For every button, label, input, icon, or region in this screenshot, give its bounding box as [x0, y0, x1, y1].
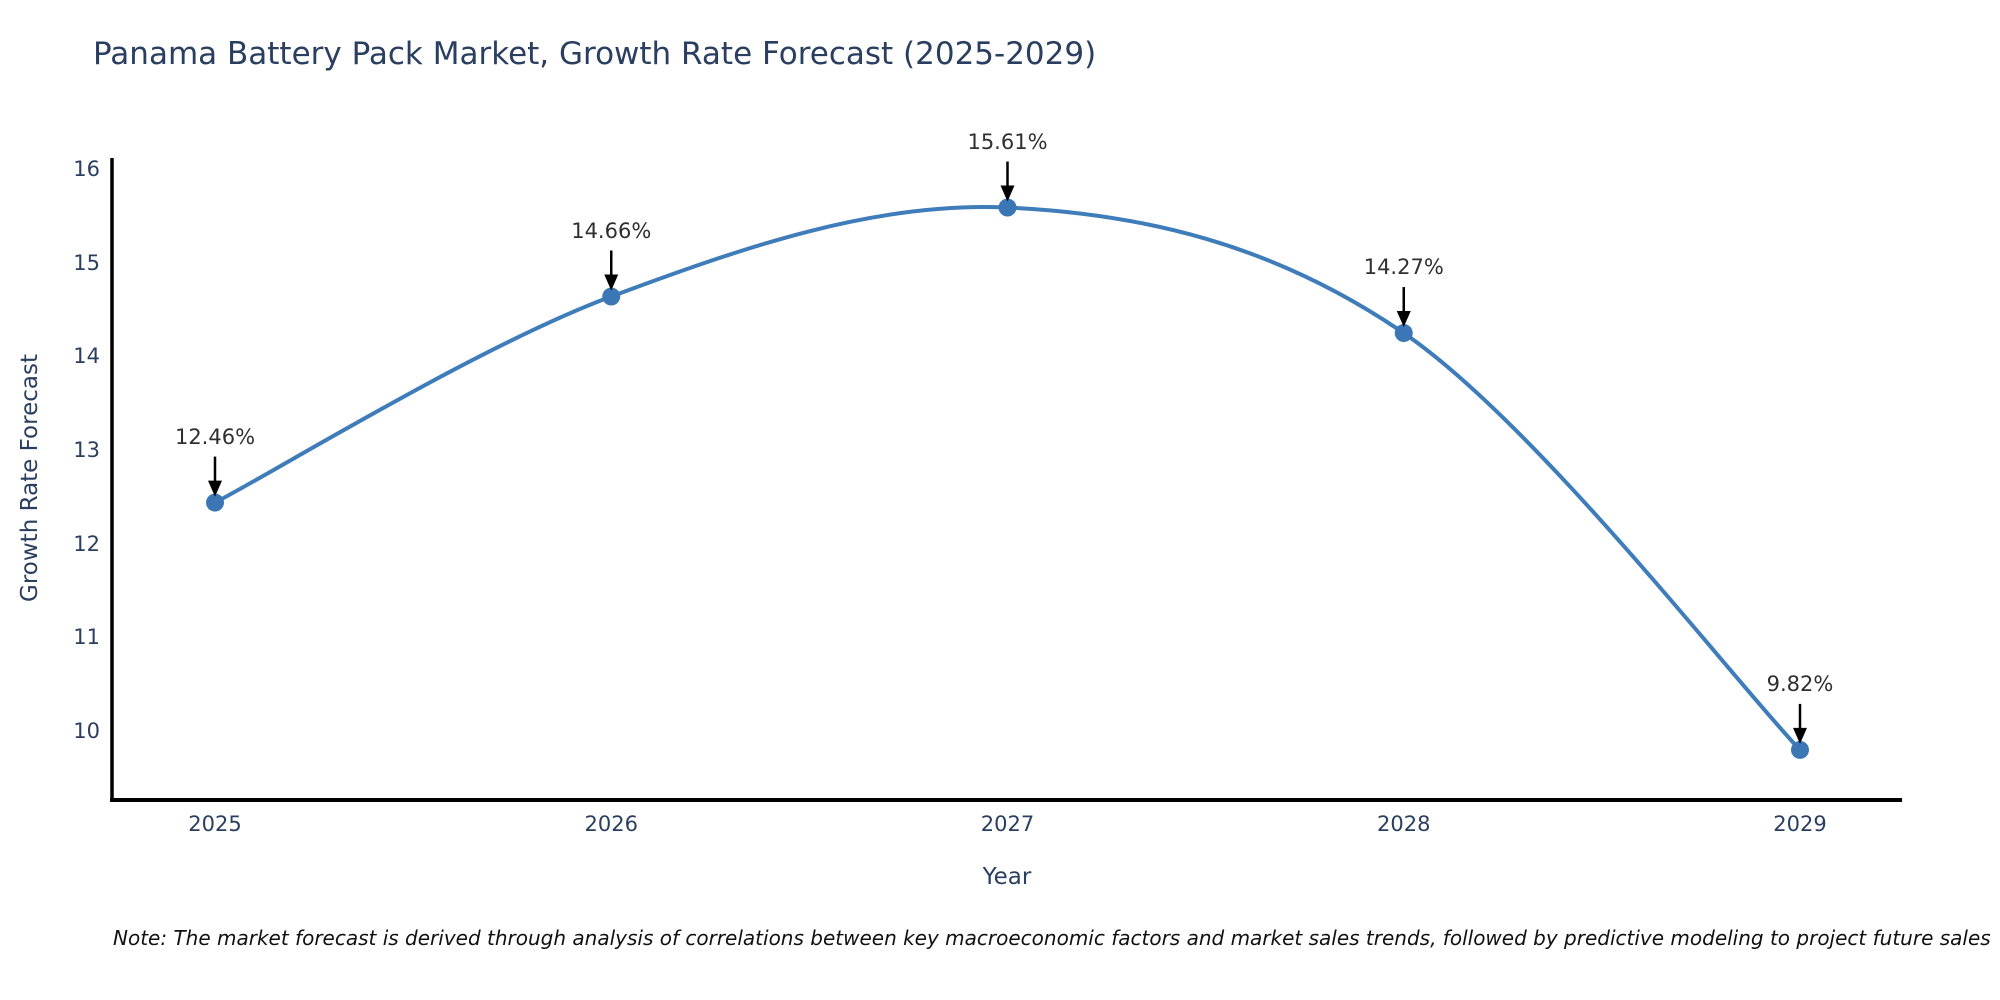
y-tick-label: 15: [73, 250, 100, 275]
annotation-arrowhead-icon: [208, 480, 222, 497]
data-point-marker: [1791, 740, 1809, 759]
data-point-marker: [998, 198, 1017, 217]
annotation-arrowhead-icon: [604, 274, 619, 291]
point-annotation: 14.66%: [571, 218, 652, 243]
y-tick-label: 13: [73, 438, 100, 462]
annotation-arrowhead-icon: [1396, 311, 1411, 328]
annotation-arrowhead-icon: [1793, 727, 1807, 744]
data-point-marker: [206, 493, 224, 512]
y-tick-label: 10: [73, 719, 100, 744]
point-annotation: 12.46%: [174, 424, 256, 449]
y-tick-label: 16: [73, 157, 100, 181]
annotation-arrowhead-icon: [1000, 185, 1015, 202]
data-point-marker: [602, 287, 621, 306]
point-annotation: 9.82%: [1766, 671, 1834, 696]
chart-title: Panama Battery Pack Market, Growth Rate …: [93, 36, 1097, 72]
x-tick-label: 2025: [188, 812, 242, 836]
x-tick-label: 2029: [1773, 812, 1827, 836]
x-axis-title: Year: [982, 864, 1032, 890]
y-tick-label: 14: [73, 344, 100, 369]
y-tick-label: 12: [73, 531, 100, 556]
x-tick-label: 2028: [1377, 812, 1431, 836]
x-tick-label: 2026: [584, 812, 638, 836]
y-tick-label: 11: [73, 625, 100, 650]
footnote: Note: The market forecast is derived thr…: [113, 926, 1991, 950]
x-tick-label: 2027: [980, 812, 1035, 836]
data-point-marker: [1394, 324, 1413, 343]
point-annotation: 15.61%: [967, 129, 1048, 154]
point-annotation: 14.27%: [1363, 255, 1444, 280]
trend-line: [214, 205, 1802, 752]
